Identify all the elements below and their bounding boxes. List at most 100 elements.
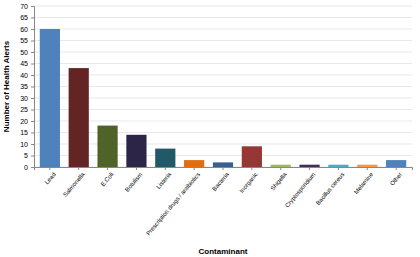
grid-line: [34, 17, 412, 18]
x-tick: Botulism: [124, 167, 143, 193]
x-tick-label: Cryptosporidium: [284, 171, 317, 208]
plot: 0510152025303540455055606570LeadSalmonel…: [20, 3, 412, 237]
x-tick: Bacillus cereus: [315, 167, 346, 206]
y-tick-label: 0: [24, 164, 28, 171]
grid-line: [34, 75, 412, 76]
x-tick-mark: [396, 167, 397, 170]
y-tick-label: 55: [20, 37, 28, 44]
grid-line: [34, 121, 412, 122]
bar: [328, 165, 348, 167]
y-axis-title: Number of Health Alerts: [2, 40, 11, 132]
y-tick-mark: [31, 121, 34, 122]
x-tick: E.Coli: [100, 167, 115, 187]
x-tick-label: Lead: [44, 171, 57, 185]
y-axis-line: [31, 7, 35, 168]
x-tick-mark: [223, 167, 224, 170]
x-tick-label: E.Coli: [100, 171, 115, 187]
bar: [40, 29, 60, 167]
x-tick-label: Botulism: [124, 171, 143, 192]
grid: [34, 6, 412, 167]
y-tick-mark: [31, 6, 34, 7]
x-tick-label: Melamine: [353, 171, 375, 195]
grid-line: [34, 6, 412, 7]
x-tick: Prescription drugs / antibiotics: [145, 167, 201, 237]
grid-line: [34, 52, 412, 53]
x-tick-label: Other: [389, 171, 403, 186]
x-tick-label: Shigella: [269, 171, 288, 192]
y-tick-mark: [31, 18, 34, 19]
x-tick: Listeria: [155, 167, 172, 190]
x-tick-mark: [78, 167, 79, 170]
y-tick-label: 25: [20, 106, 28, 113]
x-axis-title: Contaminant: [199, 247, 248, 256]
x-tick-mark: [49, 167, 50, 170]
y-tick-mark: [31, 41, 34, 42]
grid-line: [34, 86, 412, 87]
x-tick-mark: [309, 167, 310, 170]
x-tick: Lead: [44, 167, 57, 185]
y-tick: 15: [20, 129, 34, 136]
y-axis: 0510152025303540455055606570: [20, 3, 34, 171]
bar: [97, 126, 117, 167]
y-tick-mark: [31, 133, 34, 134]
x-tick: Bacteria: [211, 167, 230, 192]
bar: [126, 135, 146, 167]
y-tick-label: 65: [20, 14, 28, 21]
grid-line: [34, 144, 412, 145]
x-tick-label: Bacillus cereus: [315, 171, 346, 206]
y-tick-label: 35: [20, 83, 28, 90]
x-tick: Other: [389, 167, 403, 187]
y-tick: 50: [20, 49, 34, 56]
y-tick-label: 30: [20, 95, 28, 102]
grid-line: [34, 155, 412, 156]
bar: [69, 68, 89, 167]
x-tick: Salmonella: [62, 167, 86, 198]
x-tick-label: Salmonella: [62, 171, 86, 198]
bar: [386, 160, 406, 167]
y-tick-label: 45: [20, 60, 28, 67]
bar: [242, 146, 262, 167]
x-tick-label: Listeria: [155, 171, 172, 190]
grid-line: [34, 40, 412, 41]
bar: [299, 165, 319, 167]
bar: [155, 149, 175, 167]
x-tick: Inorganic: [238, 167, 258, 194]
bars: [40, 29, 406, 167]
x-tick-mark: [194, 167, 195, 170]
grid-line: [34, 109, 412, 110]
x-tick: Shigella: [269, 167, 288, 192]
grid-line: [34, 29, 412, 30]
x-tick-mark: [107, 167, 108, 170]
x-tick-mark: [367, 167, 368, 170]
y-tick: 0: [24, 164, 34, 171]
y-tick: 25: [20, 106, 34, 113]
y-tick-mark: [31, 64, 34, 65]
x-tick-label: Bacteria: [211, 171, 230, 192]
y-tick-label: 5: [24, 152, 28, 159]
y-tick-label: 20: [20, 118, 28, 125]
x-tick-mark: [338, 167, 339, 170]
y-tick-mark: [31, 29, 34, 30]
y-tick-mark: [31, 87, 34, 88]
y-tick: 45: [20, 60, 34, 67]
y-tick-label: 15: [20, 129, 28, 136]
grid-line: [34, 98, 412, 99]
x-tick-label: Inorganic: [238, 171, 258, 194]
y-tick-label: 50: [20, 49, 28, 56]
y-tick: 35: [20, 83, 34, 90]
y-tick-mark: [31, 110, 34, 111]
y-tick: 5: [24, 152, 34, 159]
y-tick: 70: [20, 3, 34, 10]
grid-line: [34, 132, 412, 133]
x-tick-mark: [165, 167, 166, 170]
y-tick: 30: [20, 95, 34, 102]
y-tick-mark: [31, 167, 34, 168]
y-tick-mark: [31, 156, 34, 157]
y-tick: 10: [20, 141, 34, 148]
x-tick: Cryptosporidium: [284, 167, 317, 209]
x-axis: Lead Salmonella E.Coli Botulism ListeriaPres…: [35, 167, 413, 237]
y-tick-label: 40: [20, 72, 28, 79]
y-tick: 20: [20, 118, 34, 125]
x-tick-label: Prescription drugs / antibiotics: [145, 171, 201, 236]
bar: [184, 160, 204, 167]
